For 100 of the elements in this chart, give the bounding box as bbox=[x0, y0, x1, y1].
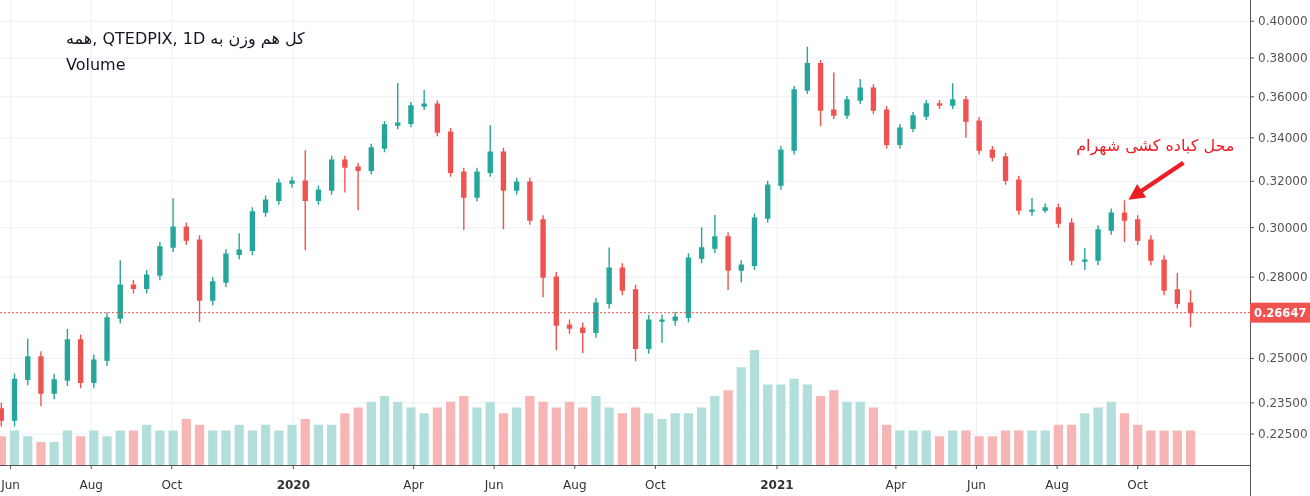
bar bbox=[379, 396, 390, 465]
bar bbox=[406, 407, 416, 465]
candlestick bbox=[25, 337, 31, 387]
bar bbox=[551, 407, 561, 465]
bar bbox=[948, 430, 958, 465]
candlestick bbox=[698, 226, 705, 264]
y-tick-label: 0.22500 bbox=[1258, 427, 1308, 442]
bar bbox=[419, 413, 429, 465]
bar bbox=[512, 407, 522, 465]
candlestick bbox=[910, 111, 916, 134]
candlestick bbox=[950, 82, 956, 110]
bar bbox=[578, 407, 588, 465]
bar bbox=[393, 401, 403, 465]
candlestick bbox=[1174, 272, 1181, 310]
candlestick bbox=[857, 78, 863, 105]
candlestick bbox=[593, 297, 599, 339]
bar bbox=[89, 430, 99, 465]
bar bbox=[736, 367, 746, 465]
bar bbox=[9, 430, 20, 465]
bar bbox=[908, 430, 918, 465]
bar bbox=[432, 407, 442, 465]
bar bbox=[1172, 430, 1182, 465]
bar bbox=[247, 430, 257, 465]
candlestick bbox=[936, 99, 943, 110]
bar bbox=[181, 419, 191, 465]
bar bbox=[234, 424, 244, 465]
bar bbox=[1014, 430, 1024, 465]
y-tick-label: 0.38000 bbox=[1258, 51, 1308, 66]
candlestick bbox=[527, 177, 533, 226]
candlestick bbox=[51, 373, 57, 400]
bar bbox=[459, 396, 469, 465]
bar bbox=[472, 407, 482, 465]
candlestick bbox=[170, 197, 176, 253]
candlestick bbox=[395, 82, 401, 130]
x-tick-label: Aug bbox=[1045, 478, 1069, 492]
x-tick-label: Jun bbox=[966, 478, 986, 492]
bar bbox=[630, 407, 641, 465]
candlestick bbox=[1042, 202, 1048, 214]
bar bbox=[617, 413, 627, 465]
candlestick bbox=[289, 175, 295, 189]
bar bbox=[670, 413, 680, 465]
candlestick bbox=[236, 232, 242, 260]
candlestick bbox=[791, 85, 797, 156]
x-tick-label: Jun bbox=[483, 478, 504, 492]
bar bbox=[300, 419, 310, 465]
bar bbox=[1133, 424, 1143, 465]
bar bbox=[683, 413, 694, 465]
candlestick bbox=[963, 95, 969, 139]
bar bbox=[710, 396, 720, 465]
candlestick bbox=[38, 350, 44, 407]
candlestick bbox=[923, 99, 929, 121]
candlestick bbox=[897, 123, 903, 150]
bar bbox=[1159, 430, 1169, 465]
candlestick bbox=[262, 194, 269, 218]
bar bbox=[1000, 430, 1011, 465]
bar bbox=[366, 401, 376, 465]
x-tick-label: Oct bbox=[1127, 478, 1149, 492]
bar bbox=[485, 401, 495, 465]
bar bbox=[882, 424, 892, 465]
bar bbox=[221, 430, 231, 465]
candlestick bbox=[91, 353, 97, 390]
bar bbox=[194, 424, 205, 465]
bar bbox=[525, 396, 535, 465]
bar bbox=[1106, 401, 1116, 465]
annotation: محل کباده کشی شهرام bbox=[1076, 135, 1235, 156]
x-tick-label: Apr bbox=[403, 478, 425, 492]
bar bbox=[1066, 424, 1077, 465]
bar bbox=[921, 430, 931, 465]
bar bbox=[128, 430, 139, 465]
bar bbox=[1053, 424, 1064, 465]
bar bbox=[987, 436, 997, 465]
y-tick-label: 0.32000 bbox=[1258, 174, 1308, 189]
y-tick-label: 0.25000 bbox=[1258, 351, 1308, 366]
candlestick bbox=[408, 101, 414, 129]
bar bbox=[36, 442, 46, 465]
bar bbox=[1119, 413, 1130, 465]
candlestick bbox=[276, 177, 282, 206]
candlestick bbox=[831, 71, 837, 120]
candlestick bbox=[580, 321, 586, 354]
bar bbox=[102, 436, 112, 465]
bar bbox=[749, 350, 760, 465]
bar bbox=[868, 407, 879, 465]
candlestick bbox=[566, 318, 573, 335]
candlestick bbox=[1029, 197, 1035, 217]
candlestick bbox=[302, 149, 308, 251]
bar bbox=[168, 430, 178, 465]
y-tick-label: 0.23500 bbox=[1258, 395, 1308, 410]
bar bbox=[1093, 407, 1103, 465]
candlestick bbox=[738, 259, 744, 283]
ref-line-label: 0.26647 bbox=[1254, 305, 1307, 320]
bar bbox=[49, 442, 59, 465]
y-tick-label: 0.34000 bbox=[1258, 130, 1308, 145]
bar bbox=[208, 430, 218, 465]
bar bbox=[657, 419, 667, 465]
candlestick bbox=[1121, 199, 1128, 243]
bar bbox=[23, 436, 33, 465]
candlestick bbox=[1055, 202, 1062, 229]
bar bbox=[327, 424, 337, 465]
candlestick bbox=[183, 221, 189, 246]
candlestick bbox=[0, 402, 4, 428]
